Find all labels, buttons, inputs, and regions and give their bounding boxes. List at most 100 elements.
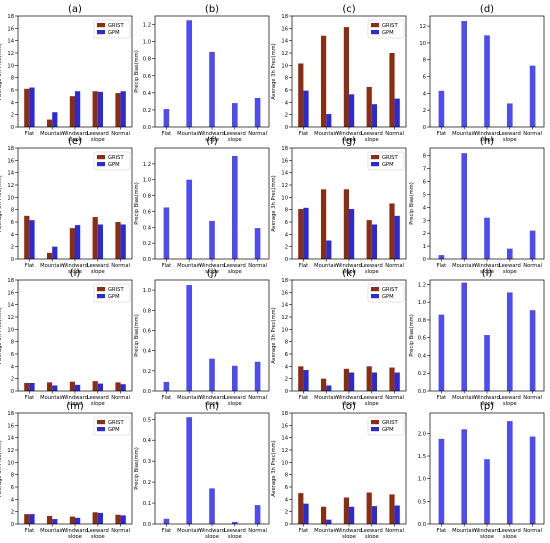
legend-label: GRIST <box>382 23 398 29</box>
bar <box>507 292 513 391</box>
bar <box>326 114 332 127</box>
bar <box>186 285 192 391</box>
y-tick-label: 8 <box>285 340 288 346</box>
bar <box>120 91 126 127</box>
panel-title: (e) <box>68 136 82 147</box>
bar <box>326 385 332 391</box>
legend-swatch <box>97 294 105 299</box>
y-tick-label: 2 <box>285 245 288 251</box>
y-tick-label: 0.8 <box>143 57 151 63</box>
plot-frame <box>429 279 545 392</box>
y-tick-label: 14 <box>281 171 288 177</box>
x-tick-label: Mountain <box>314 131 338 137</box>
bar <box>24 215 30 259</box>
chart-panel: (g) 0 2 4 6 8 10 12 14 16 18 Average 3h Prec(mm) Fla… <box>271 136 407 275</box>
y-tick-label: 2 <box>423 231 426 237</box>
chart-panel: (b) 0.0 0.2 0.4 0.6 0.8 1.0 1.2 Precip Bias(mm) F… <box>134 4 270 143</box>
x-tick-label: slope <box>228 401 242 407</box>
x-tick-label: Leeward <box>87 131 109 137</box>
x-tick-label: slope <box>503 534 517 538</box>
plot-frame <box>154 15 270 128</box>
y-tick-label: 6 <box>285 485 288 491</box>
chart-panel: (n) 0.0 0.1 0.2 0.3 0.4 0.5 Precip Bias(mm) Flat… <box>134 401 270 540</box>
panel-title: (o) <box>342 401 356 412</box>
bar <box>97 512 103 524</box>
y-tick-label: 12 <box>281 183 288 189</box>
bar <box>343 27 349 128</box>
bar <box>97 383 103 391</box>
x-tick-label: slope <box>480 534 494 538</box>
bar <box>186 417 192 524</box>
y-tick-label: 0.6 <box>143 74 151 80</box>
panel-title: (f) <box>206 136 217 147</box>
x-tick-label: slope <box>480 137 494 143</box>
x-tick-label: Windward <box>474 395 500 401</box>
x-tick-label: Leeward <box>87 395 109 401</box>
x-tick-label: Mountain <box>177 395 201 401</box>
y-tick-label: 0.8 <box>418 318 426 324</box>
x-tick-label: Mountain <box>40 263 64 269</box>
bar <box>484 35 490 127</box>
bar <box>366 366 372 391</box>
y-tick-label: 1.0 <box>143 288 151 294</box>
bar <box>507 248 513 259</box>
x-tick-label: slope <box>205 137 219 143</box>
chart-panel: (i) 0 2 4 6 8 10 12 14 16 18 Average 3h Prec(mm) Fla… <box>0 268 133 407</box>
bar <box>321 506 327 524</box>
x-tick-label: slope <box>205 534 219 538</box>
y-tick-label: 0 <box>11 389 14 395</box>
x-tick-label: Normal <box>111 528 130 534</box>
bar <box>29 382 35 391</box>
plot-frame <box>17 279 133 392</box>
bar <box>254 228 261 259</box>
x-tick-label: Flat <box>162 528 172 534</box>
plot-frame <box>429 15 545 128</box>
y-tick-label: 0.8 <box>143 308 151 314</box>
y-axis-label: Average 3h Prec(mm) <box>0 440 3 496</box>
plot-frame <box>154 279 270 392</box>
bar <box>75 225 81 259</box>
x-tick-label: slope <box>91 269 105 275</box>
x-tick-label: Normal <box>111 131 130 137</box>
bar <box>232 155 238 259</box>
x-tick-label: slope <box>365 534 379 538</box>
y-tick-label: 4 <box>11 497 15 503</box>
y-tick-label: 6 <box>285 88 288 94</box>
y-tick-label: 0.2 <box>143 108 151 114</box>
x-tick-label: Windward <box>62 263 88 269</box>
y-tick-label: 2.0 <box>418 431 426 437</box>
bar <box>47 252 53 259</box>
x-tick-label: Leeward <box>499 528 521 534</box>
plot-frame <box>17 412 133 525</box>
plot-frame <box>17 15 133 128</box>
bar <box>115 514 121 524</box>
x-tick-label: Mountain <box>177 263 201 269</box>
x-tick-label: slope <box>503 401 517 407</box>
x-tick-label: Mountain <box>452 395 476 401</box>
y-tick-label: 16 <box>7 290 14 296</box>
bar <box>186 179 192 259</box>
bar <box>326 240 332 259</box>
bar <box>461 429 467 524</box>
x-tick-label: Mountain <box>314 395 338 401</box>
bar <box>461 153 467 259</box>
bar <box>321 35 327 127</box>
y-tick-label: 10 <box>7 195 14 201</box>
y-tick-label: 4 <box>11 232 15 238</box>
bar <box>69 228 75 259</box>
plot-frame <box>291 412 407 525</box>
x-tick-label: Flat <box>25 263 35 269</box>
panel-title: (p) <box>480 401 494 412</box>
x-tick-label: Windward <box>474 263 500 269</box>
panel-title: (c) <box>342 4 355 15</box>
y-tick-label: 2 <box>285 510 288 516</box>
x-tick-label: slope <box>68 137 82 143</box>
y-tick-label: 0.4 <box>143 438 152 444</box>
bar <box>75 91 81 127</box>
x-tick-label: Flat <box>162 263 172 269</box>
y-tick-label: 12 <box>7 448 14 454</box>
y-tick-label: 12 <box>281 51 288 57</box>
y-tick-label: 16 <box>7 423 14 429</box>
bar <box>47 119 53 127</box>
x-tick-label: Leeward <box>87 528 109 534</box>
